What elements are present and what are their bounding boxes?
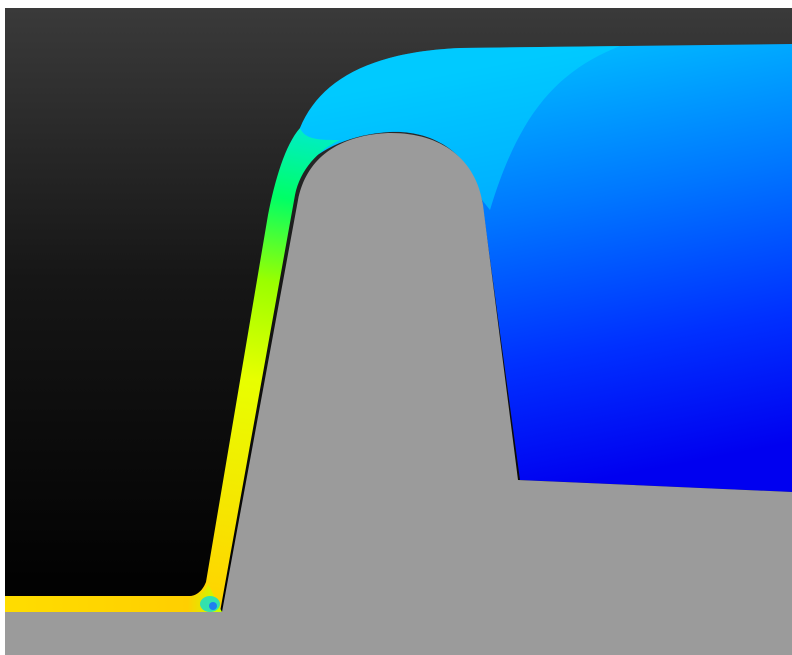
die (5, 132, 792, 655)
sheet-bottom (5, 584, 222, 612)
sheet-bend-spot-core (209, 602, 217, 610)
sheet-wall (186, 128, 340, 612)
frame-left (0, 0, 5, 655)
sheet-flange (300, 44, 792, 492)
sheet-flange-highlight (300, 46, 620, 210)
frame-top (0, 0, 792, 8)
